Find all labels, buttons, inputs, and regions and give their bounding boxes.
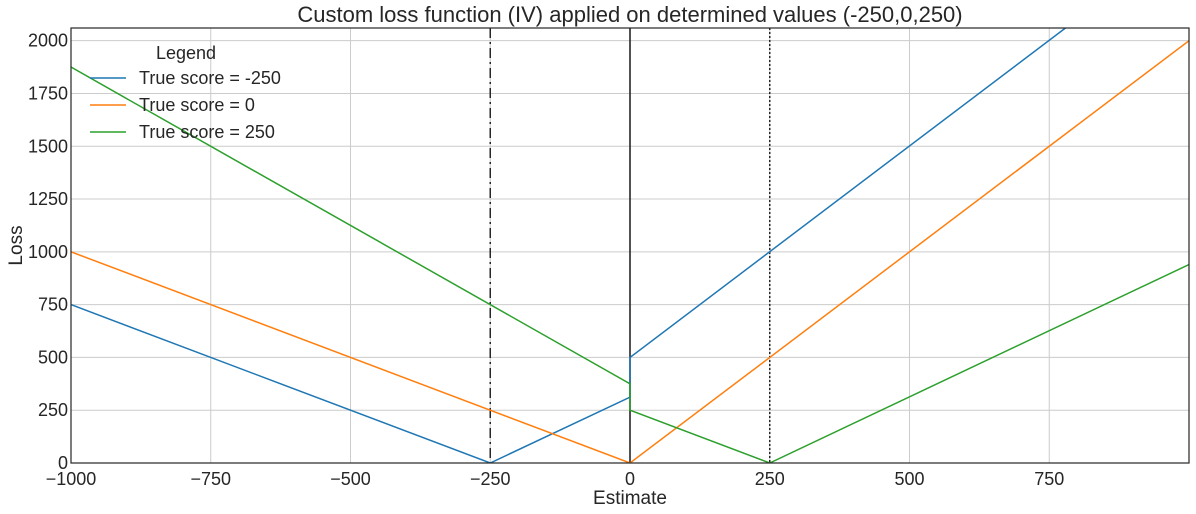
series-line-3 [71, 66, 1189, 463]
y-tick-label: 1750 [28, 83, 68, 103]
y-tick-label: 0 [58, 453, 68, 473]
legend-item-label: True score = 250 [139, 122, 275, 142]
y-tick-label: 1000 [28, 242, 68, 262]
x-tick-label: 0 [625, 469, 635, 489]
legend-item-label: True score = -250 [139, 68, 281, 88]
series-lines [71, 28, 1189, 463]
x-tick-label: −500 [330, 469, 371, 489]
x-tick-label: −1000 [46, 469, 97, 489]
y-axis-label: Loss [6, 225, 27, 265]
chart-title: Custom loss function (IV) applied on det… [297, 2, 962, 27]
x-tick-label: 250 [755, 469, 785, 489]
y-tick-label: 2000 [28, 31, 68, 51]
legend: Legend True score = -250 True score = 0 Tr… [90, 43, 281, 142]
x-tick-labels: −1000 −750 −500 −250 0 250 500 750 [46, 469, 1065, 489]
series-line-2 [71, 40, 1189, 463]
y-tick-label: 1500 [28, 136, 68, 156]
x-tick-label: −250 [470, 469, 511, 489]
x-tick-label: 750 [1034, 469, 1064, 489]
x-axis-label: Estimate [593, 488, 667, 509]
x-tick-label: 500 [894, 469, 924, 489]
x-tick-label: −750 [190, 469, 231, 489]
plot-frame [70, 27, 1190, 464]
y-tick-label: 750 [38, 295, 68, 315]
y-tick-label: 250 [38, 400, 68, 420]
legend-title: Legend [156, 43, 216, 63]
y-tick-labels: 0 250 500 750 1000 1250 1500 1750 2000 [28, 31, 68, 473]
legend-item-label: True score = 0 [139, 95, 255, 115]
y-tick-label: 500 [38, 347, 68, 367]
y-tick-label: 1250 [28, 189, 68, 209]
